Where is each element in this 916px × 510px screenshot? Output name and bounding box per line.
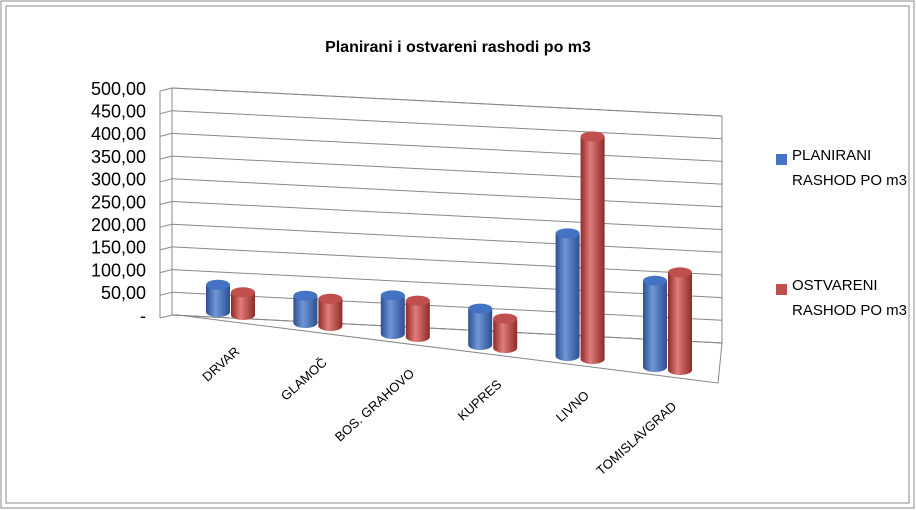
bar-top (318, 293, 343, 304)
bar-body (293, 295, 318, 328)
side-grid-line (159, 314, 173, 319)
y-tick-label: - (140, 306, 146, 326)
side-grid-line (159, 201, 173, 205)
grid-line (171, 291, 723, 321)
y-tick-label: 400,00 (91, 124, 146, 144)
bar-top (493, 313, 518, 324)
bar-body (231, 292, 255, 320)
bar-body (555, 233, 580, 362)
legend-swatch (776, 284, 787, 295)
y-tick-label: 500,00 (91, 79, 146, 99)
bar (380, 290, 405, 339)
bar (405, 295, 430, 342)
y-tick-label: 300,00 (91, 170, 146, 190)
bar-body (318, 298, 343, 332)
bar (293, 290, 318, 328)
grid-line (171, 110, 723, 140)
bar-body (206, 284, 230, 317)
bar-body (405, 300, 430, 342)
bar-body (580, 136, 605, 364)
chart-title: Planirani i ostvareni rashodi po m3 (325, 39, 591, 56)
bar-top (643, 275, 667, 286)
side-grid-line (159, 87, 173, 92)
side-grid-line (159, 132, 173, 137)
bar-top (293, 290, 318, 301)
grid-line (171, 223, 723, 253)
legend-swatch (776, 154, 787, 165)
y-tick-label: 350,00 (91, 147, 146, 167)
bar-body (668, 272, 692, 375)
grid-line (171, 201, 723, 230)
bar-top (580, 131, 605, 142)
bar-top (555, 228, 580, 239)
bar-top (231, 287, 255, 298)
grid-line (171, 314, 723, 344)
bar-body (380, 295, 405, 339)
y-tick-label: 200,00 (91, 215, 146, 235)
bar-top (668, 267, 692, 278)
y-tick-label: 150,00 (91, 238, 146, 258)
bar (555, 228, 580, 362)
side-grid-line (159, 246, 173, 251)
grid-line (171, 178, 723, 208)
side-grid-line (159, 291, 173, 296)
y-tick-label: 250,00 (91, 192, 146, 212)
side-grid-line (159, 223, 173, 228)
bar (580, 131, 605, 364)
grid-line (171, 87, 723, 117)
side-grid-line (159, 178, 173, 183)
bar-top (206, 279, 230, 290)
bar (318, 293, 343, 332)
y-tick-label: 50,00 (101, 283, 146, 303)
grid-line (171, 132, 723, 162)
bar (493, 313, 518, 353)
legend-entry: OSTVARENI RASHOD PO m3 (792, 277, 908, 319)
bar-top (405, 295, 430, 306)
bar-body (468, 308, 493, 350)
bar (206, 279, 230, 317)
side-grid-line (159, 269, 173, 274)
bar-top (468, 303, 493, 314)
bar (468, 303, 493, 350)
bar-body (643, 280, 667, 372)
bar (231, 287, 255, 320)
bar (643, 275, 667, 372)
bar-top (380, 290, 405, 301)
grid-line (171, 269, 723, 299)
y-tick-label: 450,00 (91, 101, 146, 121)
side-grid-line (159, 110, 173, 115)
legend-entry: PLANIRANI RASHOD PO m3 (792, 147, 908, 189)
y-tick-label: 100,00 (91, 260, 146, 280)
side-grid-line (159, 155, 173, 160)
bar (668, 267, 692, 375)
grid-line (171, 246, 723, 276)
bar-body (493, 318, 518, 353)
grid-line (171, 155, 723, 185)
